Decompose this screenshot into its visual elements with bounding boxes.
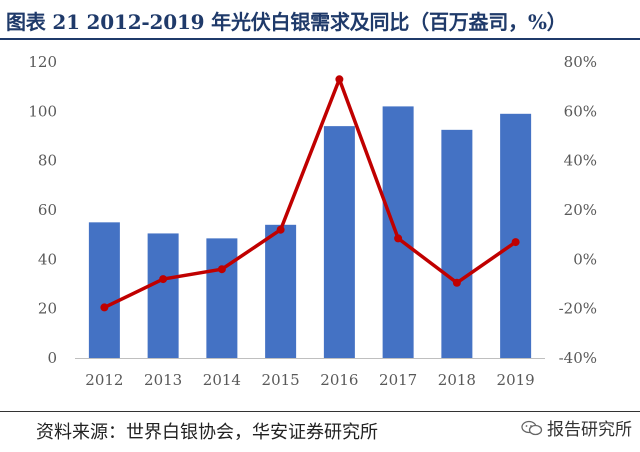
- left-tick-label: 80: [38, 152, 57, 170]
- line-series: [100, 75, 520, 312]
- left-tick-label: 40: [38, 250, 57, 268]
- bar-2017: [382, 106, 414, 359]
- yoy-line: [103, 77, 517, 310]
- bar-2012: [88, 222, 120, 358]
- bar-2016: [323, 126, 355, 358]
- right-tick-label: -20%: [559, 300, 597, 318]
- tick-labels: 0 20 40 60 80 100 120 -40% -20% 0% 20% 40% 60% 80% 201…: [28, 53, 597, 389]
- x-tick-label: 2017: [379, 371, 417, 389]
- right-tick-label: 80%: [564, 53, 597, 71]
- x-tick-label: 2016: [320, 371, 358, 389]
- left-tick-label: 120: [28, 53, 57, 71]
- bar-2018: [441, 129, 473, 358]
- x-tick-label: 2015: [262, 371, 300, 389]
- x-tick-label: 2012: [85, 371, 123, 389]
- right-tick-label: 0%: [573, 250, 597, 268]
- bar-2015: [265, 224, 297, 358]
- x-tick-label: 2019: [497, 371, 535, 389]
- watermark: 报告研究所: [521, 415, 632, 440]
- x-tick-label: 2018: [438, 371, 476, 389]
- combo-chart: 0 20 40 60 80 100 120 -40% -20% 0% 20% 40% 60% 80% 201…: [28, 53, 597, 389]
- watermark-text: 报告研究所: [547, 420, 632, 440]
- left-tick-label: 0: [47, 349, 57, 367]
- right-tick-label: -40%: [559, 349, 597, 367]
- point-2014: [217, 265, 226, 274]
- title-divider: [0, 38, 640, 40]
- point-2012: [100, 303, 109, 312]
- right-tick-label: 20%: [564, 201, 597, 219]
- point-2019: [511, 238, 520, 247]
- left-tick-label: 100: [28, 102, 57, 120]
- right-tick-label: 60%: [564, 102, 597, 120]
- bar-2019: [500, 113, 532, 358]
- bar-series: [88, 106, 532, 359]
- chart-title: 图表 21 2012-2019 年光伏白银需求及同比（百万盎司，%）: [6, 10, 567, 34]
- bar-2013: [147, 233, 179, 358]
- point-2015: [276, 225, 285, 234]
- x-tick-label: 2014: [203, 371, 241, 389]
- point-2018: [452, 278, 461, 287]
- wechat-icon: [521, 420, 543, 435]
- point-2013: [159, 275, 168, 284]
- source-divider: [0, 411, 640, 412]
- right-tick-label: 40%: [564, 152, 597, 170]
- source-note: 资料来源：世界白银协会，华安证券研究所: [36, 422, 378, 443]
- left-tick-label: 60: [38, 201, 57, 219]
- bar-2014: [206, 238, 238, 358]
- point-2017: [394, 234, 403, 243]
- left-tick-label: 20: [38, 300, 57, 318]
- x-tick-label: 2013: [144, 371, 182, 389]
- point-2016: [335, 75, 344, 84]
